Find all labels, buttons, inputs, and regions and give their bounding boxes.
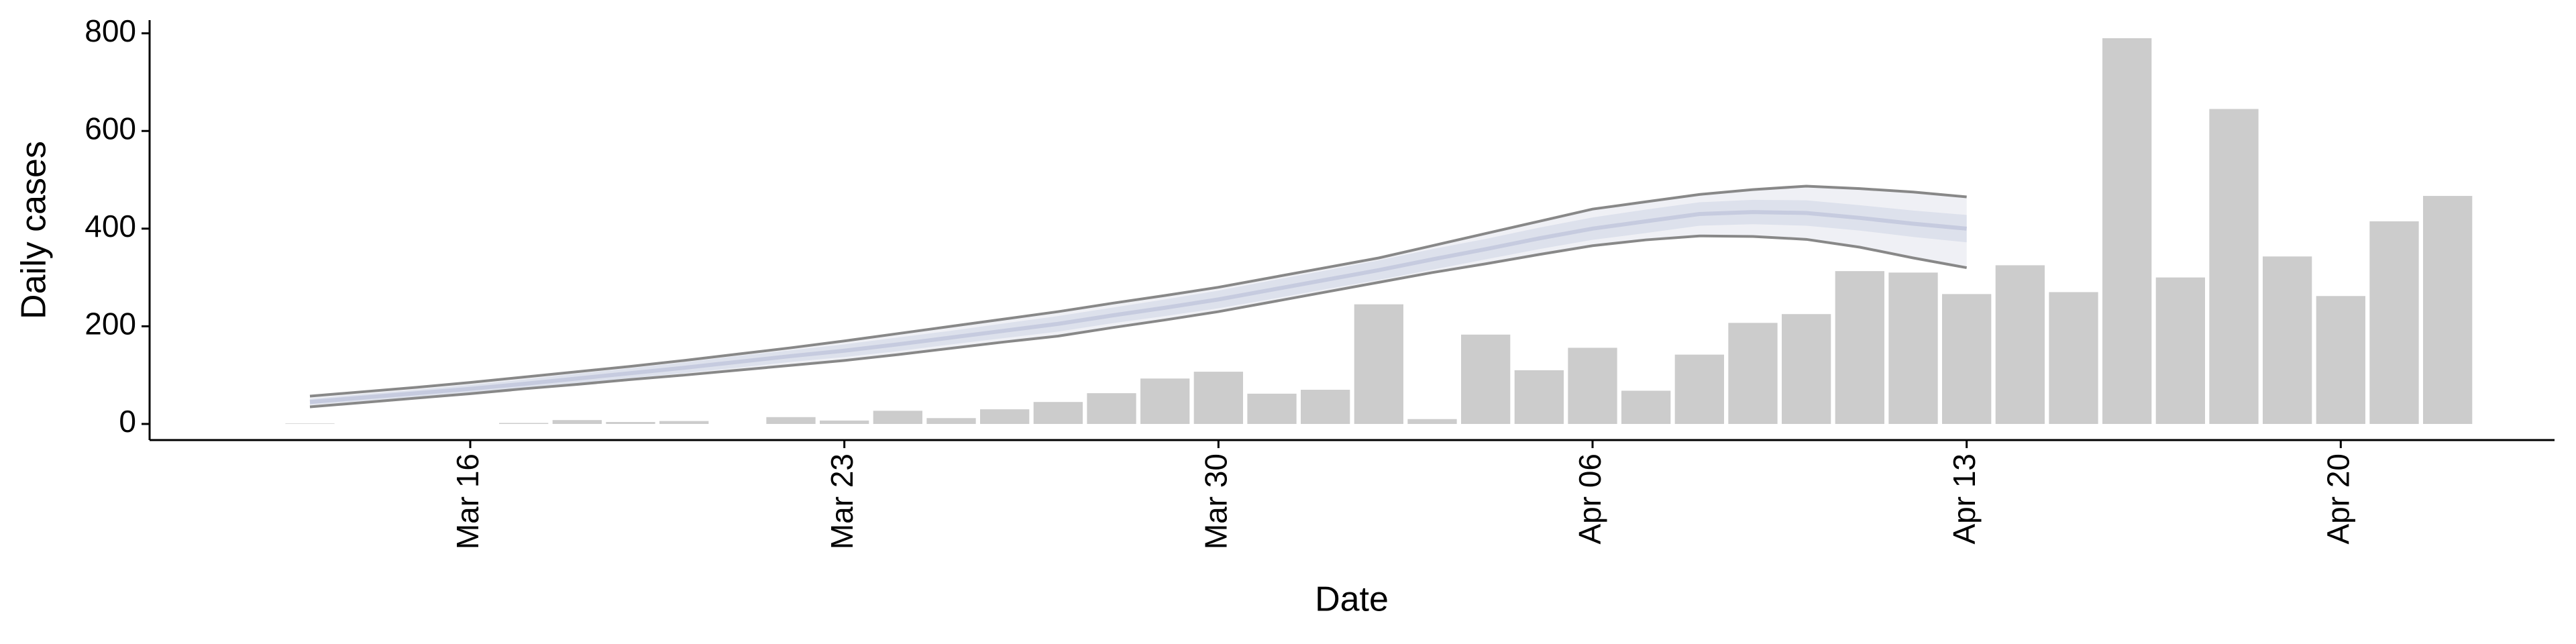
- bar: [1354, 304, 1403, 424]
- bar: [606, 422, 655, 424]
- bar: [499, 423, 549, 424]
- band-50: [310, 199, 1967, 405]
- bar: [1247, 393, 1297, 424]
- bar: [873, 411, 922, 424]
- bar: [1835, 271, 1884, 424]
- bar: [2049, 292, 2098, 424]
- lower-bound-line: [309, 234, 1968, 409]
- x-tick-label: Apr 06: [1572, 453, 1607, 545]
- bar: [2155, 277, 2205, 424]
- y-tick-label: 200: [85, 307, 136, 341]
- bar: [285, 423, 335, 424]
- x-tick-label: Mar 16: [450, 453, 485, 549]
- bar: [820, 420, 869, 424]
- x-axis-label: Date: [1315, 580, 1389, 619]
- upper-bound-line: [309, 184, 1967, 398]
- bar: [1621, 390, 1671, 424]
- bar: [659, 421, 709, 424]
- bar: [1674, 354, 1724, 424]
- bar: [2102, 38, 2152, 424]
- bar: [1728, 323, 1778, 424]
- y-tick-label: 600: [85, 111, 136, 146]
- y-tick-label: 400: [85, 209, 136, 244]
- y-axis-label: Daily cases: [15, 141, 54, 319]
- bar: [552, 420, 602, 424]
- bar: [1407, 419, 1457, 424]
- bar: [1782, 314, 1831, 424]
- y-tick-label: 800: [85, 13, 136, 48]
- median-line: [309, 210, 1967, 405]
- bar: [926, 418, 976, 424]
- bar: [2263, 256, 2312, 424]
- bar: [2369, 221, 2419, 424]
- bar: [1140, 378, 1190, 424]
- bar: [980, 409, 1030, 424]
- bar: [2209, 109, 2259, 424]
- bar: [1087, 393, 1136, 424]
- x-tick-label: Apr 20: [2320, 453, 2355, 545]
- bar: [1193, 372, 1243, 424]
- x-tick-label: Mar 30: [1198, 453, 1233, 549]
- bar: [1033, 402, 1083, 424]
- bar: [766, 417, 816, 424]
- bar: [1568, 347, 1617, 424]
- bar: [2316, 296, 2365, 424]
- bar: [1301, 390, 1350, 424]
- bar: [2423, 196, 2473, 424]
- bar: [1888, 272, 1938, 424]
- bar: [1995, 265, 2045, 424]
- y-tick-label: 0: [119, 404, 136, 439]
- bar: [1942, 294, 1992, 424]
- bar: [1461, 334, 1511, 424]
- x-tick-label: Mar 23: [824, 453, 859, 549]
- x-tick-label: Apr 13: [1947, 453, 1982, 545]
- bar: [1514, 370, 1564, 424]
